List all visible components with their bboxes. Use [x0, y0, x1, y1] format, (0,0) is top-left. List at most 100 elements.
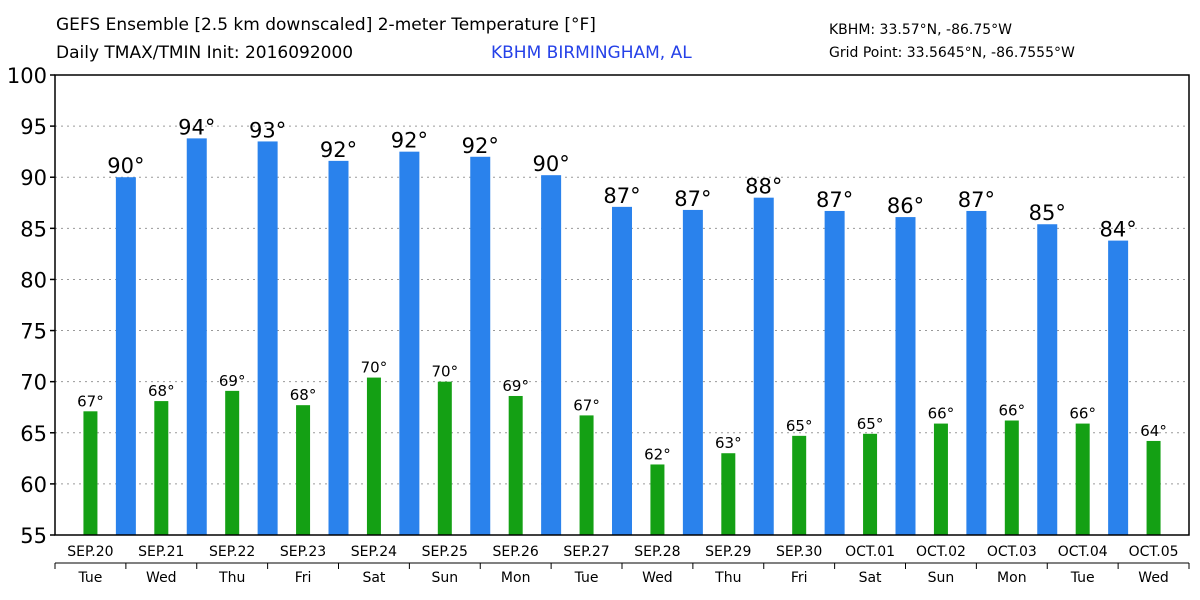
tmin-value-label: 66° — [999, 402, 1026, 420]
tmax-bar — [541, 175, 562, 535]
x-tick-label: SEP.28 — [634, 544, 680, 560]
y-tick-label: 95 — [20, 115, 47, 139]
x-tick-label: SEP.22 — [209, 544, 255, 560]
tmax-bar — [824, 210, 845, 535]
tmax-value-label: 93° — [249, 118, 286, 142]
y-tick-label: 90 — [20, 166, 47, 190]
tmin-value-label: 69° — [502, 377, 529, 395]
weekday-label: Wed — [642, 570, 673, 586]
x-axis: SEP.20 Tue SEP.21 Wed SEP.22 Thu SEP.23 Fri SEP.… — [54, 544, 1190, 586]
chart-subtitle: Daily TMAX/TMIN Init: 2016092000 — [56, 43, 354, 63]
x-tick-label: SEP.27 — [563, 544, 609, 560]
tmax-bar — [895, 217, 916, 536]
weekday-label: Tue — [574, 570, 599, 586]
weekday-label: Wed — [1138, 570, 1169, 586]
tmax-value-label: 87° — [958, 188, 995, 212]
tmax-value-label: 90° — [107, 154, 144, 178]
plot-frame — [54, 74, 1190, 536]
tmax-value-label: 92° — [320, 138, 357, 162]
weekday-label: Sat — [362, 570, 385, 586]
chart-title: GEFS Ensemble [2.5 km downscaled] 2-mete… — [56, 15, 596, 35]
weekday-label: Thu — [714, 570, 741, 586]
tmin-bar — [366, 377, 381, 535]
weekday-label: Sun — [431, 570, 458, 586]
tmin-value-label: 66° — [928, 405, 955, 423]
tmin-bar — [650, 464, 665, 535]
y-tick-label: 100 — [7, 64, 47, 88]
tmin-value-label: 62° — [644, 445, 671, 463]
tmax-value-label: 87° — [674, 187, 711, 211]
tmin-value-label: 66° — [1069, 405, 1096, 423]
tmin-bar — [154, 401, 169, 535]
value-labels: 67° 68° 69° 68° 70° 70° 69° 67° 62° 63° 65° 65° 66° 6… — [77, 115, 1167, 463]
x-tick-label: SEP.30 — [776, 544, 822, 560]
tmax-bar — [682, 209, 703, 535]
tmin-bar — [792, 435, 807, 535]
tmin-value-label: 65° — [786, 417, 813, 435]
tmin-value-label: 68° — [290, 386, 317, 404]
tmin-value-label: 69° — [219, 372, 246, 390]
weekday-label: Thu — [218, 570, 245, 586]
x-tick-label: OCT.01 — [845, 544, 895, 560]
tmin-bar — [863, 433, 878, 535]
station-coordinates: KBHM: 33.57°N, -86.75°W — [829, 22, 1012, 38]
tmax-value-label: 90° — [533, 152, 570, 176]
tmax-value-label: 87° — [816, 188, 853, 212]
tmin-bar — [933, 423, 948, 535]
tmin-bar — [83, 411, 98, 535]
tmax-bar — [399, 151, 420, 535]
x-tick-label: OCT.04 — [1058, 544, 1108, 560]
tmax-bar — [186, 138, 207, 535]
x-tick-label: SEP.29 — [705, 544, 751, 560]
tmin-bar — [437, 381, 452, 535]
tmin-value-label: 67° — [77, 392, 104, 410]
station-name: KBHM BIRMINGHAM, AL — [491, 43, 692, 63]
x-tick-label: OCT.03 — [987, 544, 1037, 560]
tmin-value-label: 64° — [1140, 422, 1167, 440]
y-tick-label: 60 — [20, 473, 47, 497]
y-tick-label: 55 — [20, 524, 47, 548]
x-tick-label: SEP.20 — [67, 544, 113, 560]
tmax-bar — [753, 197, 774, 535]
tmin-value-label: 67° — [573, 396, 600, 414]
x-tick-label: SEP.21 — [138, 544, 184, 560]
tmin-bar — [508, 395, 523, 535]
tmax-bar — [966, 210, 987, 535]
tmax-bar — [612, 206, 632, 535]
tmax-value-label: 87° — [603, 184, 640, 208]
bars — [83, 138, 1161, 536]
tmax-bar — [328, 160, 349, 535]
tmin-bar — [1004, 420, 1019, 535]
weekday-label: Tue — [1070, 570, 1095, 586]
y-tick-label: 85 — [20, 217, 47, 241]
x-tick-label: OCT.02 — [916, 544, 966, 560]
y-axis: 55 60 65 70 75 80 85 90 95 100 — [7, 64, 55, 548]
tmax-value-label: 84° — [1100, 218, 1137, 242]
weekday-label: Tue — [77, 570, 102, 586]
tmin-bar — [296, 405, 311, 535]
tmin-bar — [1075, 423, 1090, 535]
weekday-label: Fri — [295, 570, 312, 586]
y-tick-label: 70 — [20, 371, 47, 395]
weekday-label: Fri — [791, 570, 808, 586]
tmin-value-label: 70° — [432, 363, 459, 381]
tmax-value-label: 86° — [887, 194, 924, 218]
grid-point-coordinates: Grid Point: 33.5645°N, -86.7555°W — [829, 45, 1075, 61]
tmax-value-label: 85° — [1029, 201, 1066, 225]
weekday-label: Mon — [501, 570, 531, 586]
tmin-value-label: 70° — [361, 359, 388, 377]
x-tick-label: SEP.26 — [493, 544, 539, 560]
tmax-bar — [257, 141, 278, 535]
x-tick-label: SEP.24 — [351, 544, 397, 560]
tmin-bar — [721, 453, 736, 535]
x-tick-label: SEP.23 — [280, 544, 326, 560]
tmax-value-label: 92° — [391, 129, 428, 153]
tmax-bar — [1108, 240, 1129, 535]
weekday-label: Mon — [997, 570, 1027, 586]
weekday-label: Sun — [928, 570, 955, 586]
tmin-value-label: 63° — [715, 434, 742, 452]
tmax-bar — [470, 156, 491, 535]
y-tick-label: 75 — [20, 320, 47, 344]
weekday-label: Wed — [146, 570, 177, 586]
